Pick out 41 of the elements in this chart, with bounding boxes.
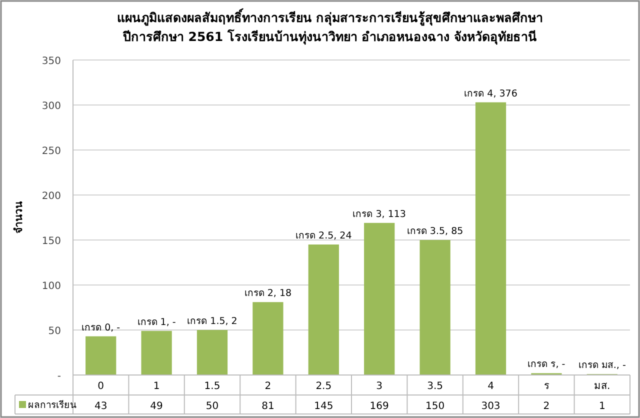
chart-title: แผนภูมิแสดงผลสัมฤทธิ์ทางการเรียน กลุ่มสาระการเรียนรู้สุขศึกษาและพลศึกษา ปีการศึกษา 2561 โรงเรียนบ้านทุ่งนาวิทยา อำเภอหนองฉาง จังหวัดอุทัยธานี [116,8,544,45]
x-tick-label: 4 [488,381,494,392]
y-tick-label: 50 [48,326,61,337]
x-tick-label: 3.5 [427,381,444,392]
x-tick-label: 2.5 [316,381,332,392]
annotation: เกรด มส., - [578,360,626,372]
annotation: เกรด 0, - [82,322,120,334]
annotation: เกรด 1, - [137,316,176,328]
data-label: 150 [426,401,445,412]
x-tick-label: 0 [98,381,104,392]
data-label: 43 [94,401,108,412]
data-label: 49 [150,401,163,412]
data-label: 2 [543,401,550,412]
legend-label: ผลการเรียน [28,399,77,411]
x-tick-label: ร [544,381,550,392]
annotation: เกรด ร, - [528,359,566,370]
annotation: เกรด 2, 18 [244,288,292,300]
data-label: 1 [598,401,606,412]
x-tick-label: มส. [594,381,610,392]
data-label: 145 [314,401,334,412]
x-tick-label: 3 [376,381,383,392]
annotation: เกรด 2.5, 24 [296,230,352,242]
y-tick-label: 100 [42,281,61,292]
data-label: 169 [370,401,389,412]
annotation: เกรด 4, 376 [464,88,518,100]
y-tick-label: 200 [42,191,61,202]
annotation: เกรด 3, 113 [352,208,406,220]
y-tick-label: 300 [42,101,61,112]
data-label: 81 [262,401,274,412]
y-tick-label: - [57,371,62,382]
y-axis-title: จำนวน [13,200,25,234]
y-tick-label: 250 [42,146,61,157]
data-label: 50 [206,401,219,412]
y-tick-label: 150 [42,236,61,247]
y-tick-label: 350 [42,56,61,67]
x-tick-label: 2 [264,381,272,392]
annotation: เกรด 1.5, 2 [187,316,238,327]
data-label: 303 [481,401,500,412]
x-tick-label: 1.5 [204,381,220,392]
annotation: เกรด 3.5, 85 [406,226,464,237]
x-tick-label: 1 [153,381,160,392]
